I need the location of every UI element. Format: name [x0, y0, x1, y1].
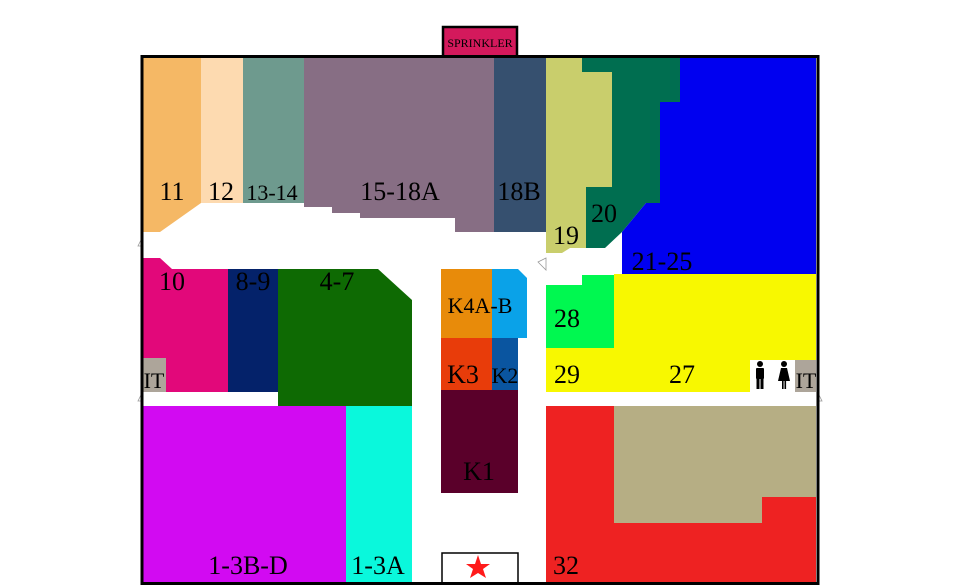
it-room-left[interactable]: IT	[143, 358, 166, 393]
unit-k3[interactable]	[441, 338, 492, 390]
building-outline	[140, 55, 820, 585]
unit-k4b[interactable]	[492, 269, 527, 338]
label-19: 19	[553, 221, 579, 250]
label-k1: K1	[463, 457, 495, 486]
man-icon	[756, 361, 764, 389]
label-32: 32	[553, 551, 579, 580]
unit-1-3b-d[interactable]	[143, 406, 346, 584]
label-k2: K2	[492, 363, 519, 388]
label-13-14: 13-14	[246, 180, 297, 205]
woman-icon	[778, 361, 790, 389]
star-icon	[466, 555, 490, 578]
door-marker	[537, 257, 547, 271]
label-4-7: 4-7	[320, 267, 355, 296]
unit-1-3a[interactable]	[346, 406, 412, 584]
label-11: 11	[159, 177, 184, 206]
main-entrance[interactable]	[441, 552, 519, 585]
it-room-right[interactable]: IT	[795, 360, 817, 393]
label-8-9: 8-9	[236, 267, 271, 296]
unit-8-9[interactable]	[228, 269, 278, 392]
unit-20[interactable]	[582, 58, 680, 248]
unit-28[interactable]	[546, 275, 614, 348]
unit-18b[interactable]	[494, 58, 546, 232]
unit-12[interactable]	[201, 58, 243, 203]
unit-k1[interactable]	[441, 390, 518, 493]
unit-15-18a[interactable]	[304, 58, 494, 232]
unit-k4a[interactable]	[441, 269, 492, 338]
it-label: IT	[144, 368, 165, 393]
label-1-3b-d: 1-3B-D	[208, 551, 287, 580]
label-28: 28	[554, 304, 580, 333]
label-1-3a: 1-3A	[351, 551, 405, 580]
unit-13-14[interactable]	[243, 58, 304, 203]
label-10: 10	[159, 267, 185, 296]
sprinkler-room[interactable]: SPRINKLER	[441, 25, 519, 59]
unit-19[interactable]	[546, 58, 612, 253]
label-18b: 18B	[497, 177, 540, 206]
unit-4-7[interactable]	[278, 269, 412, 406]
label-20: 20	[591, 199, 617, 228]
label-12: 12	[208, 177, 234, 206]
unit-32-annex[interactable]	[614, 406, 816, 523]
unit-21-25[interactable]	[622, 58, 816, 274]
label-21-25: 21-25	[632, 247, 693, 276]
label-15-18a: 15-18A	[360, 177, 440, 206]
unit-11[interactable]	[143, 58, 201, 232]
label-k3: K3	[447, 360, 479, 389]
unit-27[interactable]	[546, 274, 816, 392]
label-29: 29	[554, 360, 580, 389]
sprinkler-label: SPRINKLER	[447, 36, 512, 50]
it-label: IT	[796, 368, 817, 393]
label-27: 27	[669, 360, 695, 389]
label-k4a-b: K4A-B	[448, 293, 513, 318]
unit-k2[interactable]	[492, 338, 518, 390]
